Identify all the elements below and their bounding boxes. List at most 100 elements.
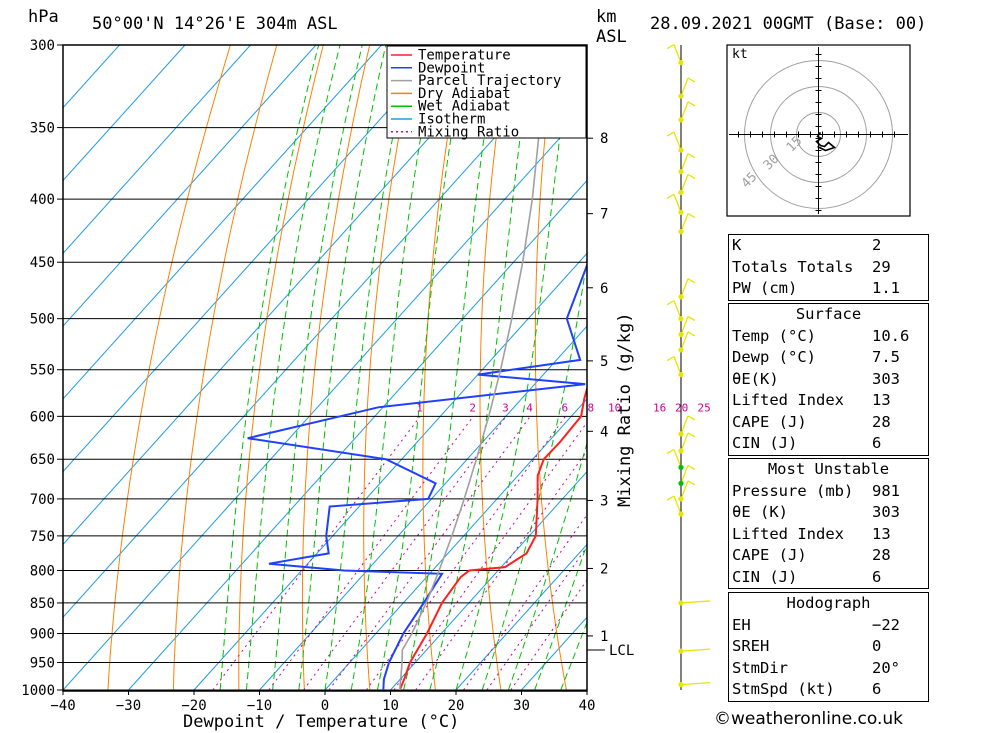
wet-adiabat-line: [245, 45, 341, 691]
dry-adiabat-line: [641, 45, 698, 690]
index-value: 6: [872, 680, 882, 698]
most-unstable-panel: Most Unstable Pressure (mb) 981 θE (K) 303 Li…: [728, 458, 929, 589]
isotherm-line: [390, 470, 587, 691]
mixing-ratio-label: 16: [653, 401, 666, 414]
isotherm-line: [63, 107, 587, 691]
panel-title: Surface: [795, 305, 862, 323]
index-row: θE(K) 303: [729, 369, 928, 391]
wind-barb: [680, 600, 711, 604]
x-tick-label: −10: [247, 698, 272, 714]
mixing-ratio-label: 20: [675, 401, 688, 414]
wind-barb: [687, 173, 696, 179]
index-value: 6: [872, 434, 882, 452]
index-label: Lifted Index: [732, 524, 844, 543]
x-tick-label: 30: [513, 698, 530, 714]
wind-point: [678, 600, 684, 606]
wind-barb: [673, 131, 682, 151]
x-tick-label: −40: [50, 698, 75, 714]
index-value: 2: [872, 236, 882, 254]
isotherm-line: [63, 45, 251, 255]
km-label: km: [596, 7, 616, 27]
wind-point: [678, 147, 684, 153]
wind-barb: [673, 194, 682, 213]
wind-barb: [680, 101, 689, 121]
index-value: 1.1: [872, 279, 900, 297]
wind-point: [678, 228, 684, 235]
dry-adiabat-line: [172, 45, 278, 691]
legend-entry: Dry Adiabat: [418, 86, 511, 102]
wet-adiabat-line: [534, 542, 587, 691]
wind-barb: [687, 101, 696, 107]
isotherm-line: [63, 45, 317, 327]
index-label: SREH: [732, 637, 770, 655]
index-row: CAPE (J) 28: [729, 412, 928, 434]
y-tick-label: 550: [30, 363, 55, 379]
wind-point: [678, 209, 684, 215]
y-tick-label: 850: [30, 596, 55, 612]
x-tick-label: 0: [321, 698, 329, 714]
hodograph-trace: [815, 131, 837, 152]
wind-barb: [666, 131, 675, 137]
wind-barb: [673, 495, 682, 515]
legend-entry: Parcel Trajectory: [418, 73, 561, 89]
mixing-ratio-line: [328, 416, 531, 691]
isotherm-line: [63, 45, 513, 546]
mixing-ratio-line: [268, 416, 474, 691]
legend-entry: Wet Adiabat: [418, 99, 511, 115]
mixing-ratio-line: [303, 416, 507, 691]
index-row: EH −22: [729, 615, 928, 637]
wind-point: [678, 431, 684, 437]
location-title: 50°00'N 14°26'E 304m ASL: [92, 14, 338, 34]
index-value: −22: [872, 615, 900, 634]
legend-entry: Temperature: [418, 48, 511, 64]
index-value: 6: [872, 567, 882, 586]
wind-point: [678, 347, 684, 353]
wind-point: [678, 117, 684, 123]
mixing-ratio-label: 3: [502, 401, 509, 414]
dry-adiabat-line: [107, 45, 231, 691]
wind-barb: [687, 315, 696, 322]
index-label: CIN (J): [732, 567, 798, 586]
index-row: Lifted Index 13: [729, 390, 928, 412]
y-tick-label: 300: [30, 38, 55, 54]
y-tick-label: 900: [30, 627, 55, 643]
wind-barb: [666, 356, 675, 362]
isotherm-line: [63, 45, 120, 109]
km-tick-label: 4: [600, 424, 608, 440]
index-label: CIN (J): [732, 434, 798, 452]
y-tick-label: 650: [30, 452, 55, 468]
wind-barb: [680, 415, 689, 435]
wind-point: [678, 316, 684, 322]
wind-barb: [680, 213, 689, 232]
wind-barb: [680, 331, 689, 351]
index-row: CAPE (J) 28: [729, 545, 928, 567]
wind-barb: [680, 77, 689, 97]
index-row: Temp (°C) 10.6: [729, 326, 928, 348]
wet-adiabat-line: [298, 45, 387, 691]
x-tick-label: 20: [448, 698, 465, 714]
wet-adiabat-line: [481, 255, 587, 691]
y-tick-label: 1000: [21, 683, 55, 699]
index-value: 0: [872, 637, 882, 655]
y-tick-label: 450: [30, 255, 55, 271]
wind-point: [678, 464, 684, 470]
wind-barb: [666, 448, 675, 454]
wind-barb: [687, 153, 696, 159]
y-tick-label: 600: [30, 409, 55, 425]
mixing-ratio-label: 1: [416, 401, 423, 414]
index-value: 13: [872, 524, 891, 543]
basic-indices-panel: K 2 Totals Totals 29 PW (cm) 1.1: [728, 234, 929, 301]
lcl-label: LCL: [609, 643, 634, 659]
y-tick-label: 950: [30, 656, 55, 672]
wind-barb: [687, 415, 696, 421]
parcel-trajectory: [398, 45, 553, 691]
wind-barb: [680, 648, 711, 652]
dry-adiabat-line: [534, 45, 567, 691]
mixing-ratio-label: 6: [562, 401, 569, 414]
wind-barb: [666, 193, 675, 199]
y-tick-label: 750: [30, 529, 55, 545]
panel-title: Most Unstable: [767, 460, 890, 478]
index-label: Totals Totals: [732, 257, 854, 276]
wind-barb: [666, 44, 675, 50]
